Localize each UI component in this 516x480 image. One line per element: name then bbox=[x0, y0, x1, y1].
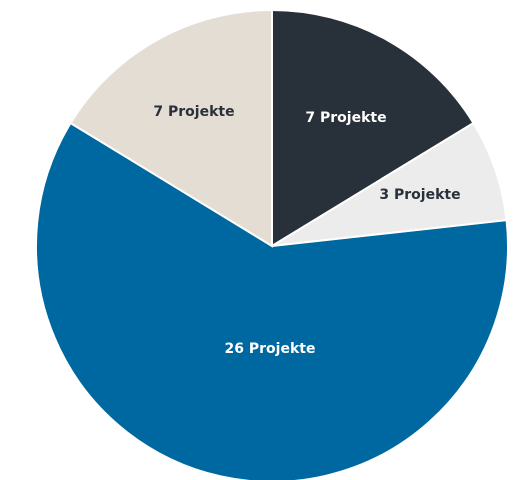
pie-slice-2-label: 3 Projekte bbox=[379, 187, 460, 203]
pie-slice-2 bbox=[271, 121, 508, 247]
pie-slice-3 bbox=[35, 121, 509, 480]
pie-slice-4-label: 7 Projekte bbox=[153, 104, 234, 120]
pie-slice-3-label: 26 Projekte bbox=[225, 341, 316, 357]
pie-slice-4 bbox=[69, 8, 273, 248]
pie-slice-1 bbox=[271, 8, 475, 248]
pie-labels: 7 Projekte 3 Projekte 26 Projekte 7 Projekt… bbox=[153, 104, 460, 357]
pie-slices bbox=[35, 8, 509, 480]
pie-slice-1-label: 7 Projekte bbox=[305, 110, 386, 126]
